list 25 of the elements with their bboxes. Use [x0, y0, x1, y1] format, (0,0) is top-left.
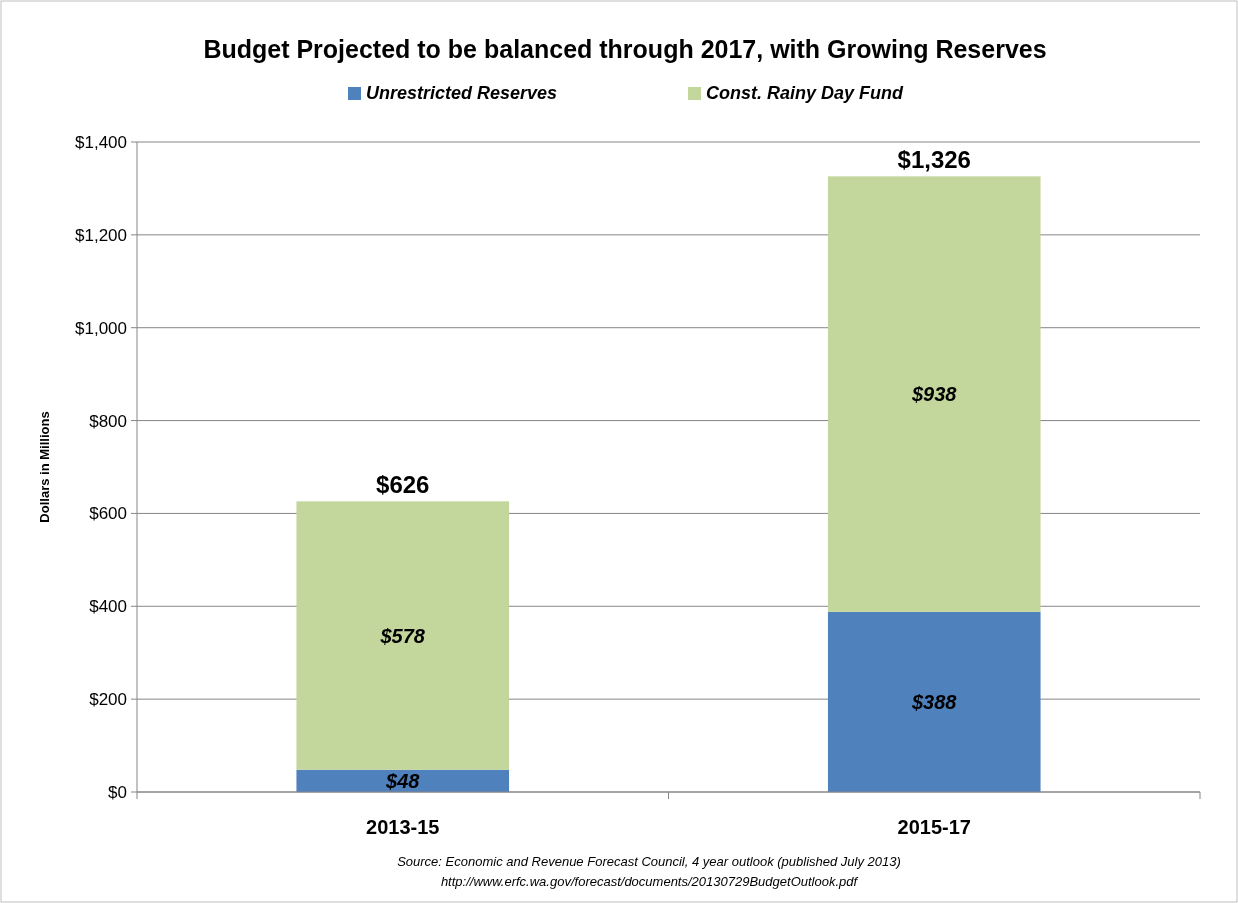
legend-label: Unrestricted Reserves — [366, 83, 558, 103]
chart-title: Budget Projected to be balanced through 2017, with Growing Reserves — [203, 35, 1047, 63]
y-tick-label: $1,400 — [75, 133, 127, 152]
legend-label: Const. Rainy Day Fund — [706, 83, 905, 103]
y-tick-label: $0 — [108, 783, 127, 802]
y-axis-title: Dollars in Millions — [37, 411, 52, 523]
data-label: $938 — [911, 383, 958, 406]
bar — [827, 176, 1041, 612]
y-tick-label: $400 — [89, 597, 127, 617]
y-tick-label: $200 — [89, 690, 127, 710]
data-label: $578 — [379, 624, 426, 647]
x-tick-label: 2013-15 — [366, 816, 440, 838]
source-note: Source: Economic and Revenue Forecast Council, 4 year outlook (published July 2013) — [397, 854, 901, 869]
total-label: $626 — [376, 471, 430, 499]
data-label: $388 — [911, 690, 958, 713]
total-label: $1,326 — [897, 146, 971, 174]
y-tick-label: $1,000 — [75, 318, 127, 338]
text: http://www.erfc.wa.gov/forecast/documents/20130729BudgetOutlook.pdf — [440, 874, 859, 889]
y-tick-label: $800 — [89, 411, 127, 431]
data-label: $48 — [385, 769, 421, 792]
bar — [827, 611, 1041, 792]
x-tick-label: 2015-17 — [897, 816, 971, 838]
y-tick-label: $1,200 — [75, 225, 127, 245]
y-tick-label: $600 — [89, 504, 127, 524]
bar — [296, 501, 510, 770]
